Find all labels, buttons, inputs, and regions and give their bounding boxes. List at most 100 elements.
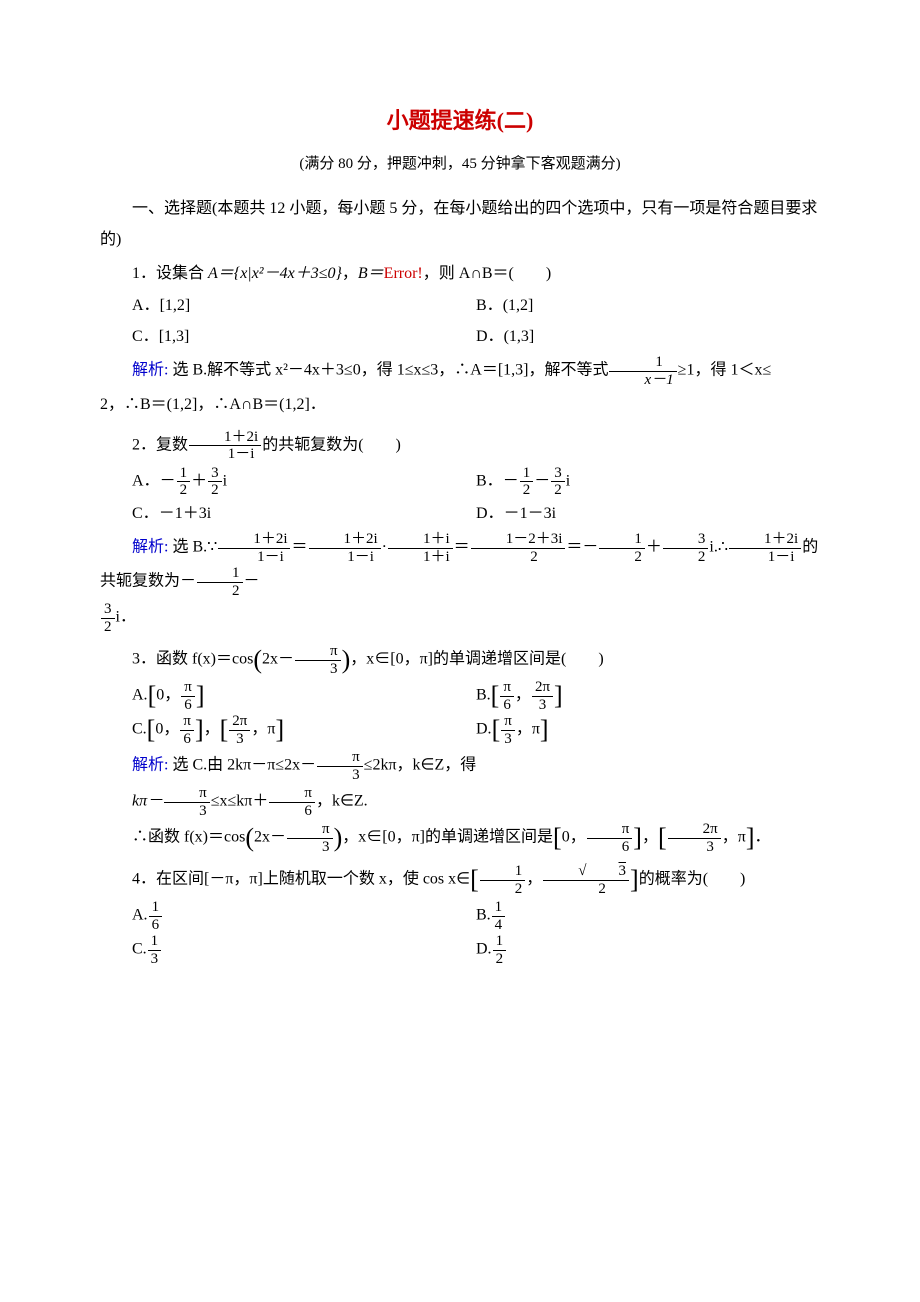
q3C-p2f: 2π3 <box>229 713 250 747</box>
q2A-pre: － <box>160 472 176 489</box>
q3-opt-A: A.[0，π6] <box>132 679 476 713</box>
frac-den: 3 <box>148 951 162 968</box>
q2s-end: i． <box>116 609 136 626</box>
q1-sol-p1b: ≥1，得 1＜x≤ <box>678 362 772 379</box>
frac-den: 3 <box>532 697 553 714</box>
q1-opt-D-val: (1,3] <box>504 328 535 345</box>
q1-opt-D: D．(1,3] <box>476 322 820 352</box>
q2A-f2: 32 <box>208 465 222 499</box>
q2B-pre: － <box>503 472 519 489</box>
q2-opt-A: A．－12＋32i <box>132 465 476 499</box>
q2s-i1: i.∴ <box>709 539 728 556</box>
frac-den: 6 <box>181 697 195 714</box>
q1-num: 1 <box>132 265 140 282</box>
q2-solution: 解析: 选 B.∵1＋2i1－i＝1＋2i1－i·1＋i1＋i＝1－2＋3i2＝… <box>100 531 820 599</box>
rbrack-icon: ] <box>630 865 639 894</box>
rbrack-icon: ] <box>275 715 284 744</box>
q2-num: 2 <box>132 436 140 453</box>
rbrack-icon: ] <box>540 715 549 744</box>
q2s-eq1: ＝ <box>291 539 307 556</box>
frac-num: π <box>181 679 195 697</box>
question-1: 1．设集合 A＝{x|x²－4x＋3≤0}，B＝Error!，则 A∩B＝( ) <box>100 259 820 289</box>
frac-num: 3 <box>663 531 709 549</box>
q3A-l: 0， <box>156 687 180 704</box>
q3B-f1: π6 <box>500 679 514 713</box>
q3C-p1l: 0， <box>155 721 179 738</box>
section-heading: 一、选择题(本题共 12 小题，每小题 5 分，在每小题给出的四个选项中，只有一… <box>100 194 820 255</box>
frac-den: x－1 <box>609 372 676 389</box>
q2B-mid: － <box>534 472 550 489</box>
frac-den: 2 <box>177 482 191 499</box>
q3-inner-f: π3 <box>295 643 341 677</box>
q3-solution-l2: kπ－π3≤x≤kπ＋π6，k∈Z. <box>100 785 820 819</box>
question-2: 2．复数1＋2i1－i的共轭复数为( ) <box>100 429 820 463</box>
q4-num: 4 <box>132 871 140 888</box>
q1-options: A．[1,2] B．(1,2] C．[1,3] D．(1,3] <box>100 291 820 352</box>
q3s3if: π3 <box>287 821 333 855</box>
page-subtitle: (满分 80 分，押题冲刺，45 分钟拿下客观题满分) <box>100 150 820 179</box>
rbrack-icon: ] <box>195 715 204 744</box>
q1-opt-A: A．[1,2] <box>132 291 476 321</box>
q3s2a: kπ－ <box>132 793 163 810</box>
q4-opt-C: C.13 <box>132 933 476 967</box>
frac-num: 3 <box>551 465 565 483</box>
frac-num: π <box>500 679 514 697</box>
q3-options: A.[0，π6] B.[π6，2π3] C.[0，π6]，[2π3，π] D.[… <box>100 679 820 747</box>
q1-opt-B-val: (1,2] <box>503 297 534 314</box>
q1-sol-p2: 2，∴B＝(1,2]，∴A∩B＝(1,2]． <box>100 396 326 413</box>
q3s3i1l: 0， <box>562 829 586 846</box>
frac-num: π <box>587 821 633 839</box>
q2s-dot: · <box>382 539 387 556</box>
q3D-r: ，π <box>516 721 540 738</box>
lbrack-icon: [ <box>220 715 229 744</box>
frac-den: 3 <box>229 731 250 748</box>
lparen-icon: ( <box>245 823 254 852</box>
frac-num: 1＋2i <box>189 429 261 447</box>
frac-den: 2 <box>197 583 243 600</box>
q2-opt-C: C．－1＋3i <box>132 499 476 529</box>
q4B-f: 14 <box>492 899 506 933</box>
frac-den: 1＋i <box>388 549 453 566</box>
frac-den: 2 <box>551 482 565 499</box>
q3s1f: π3 <box>317 749 363 783</box>
page-title: 小题提速练(二) <box>100 100 820 142</box>
q2s-f1: 1＋2i1－i <box>218 531 290 565</box>
q2-options: A．－12＋32i B．－12－32i C．－1＋3i D．－1－3i <box>100 465 820 529</box>
frac-den: 3 <box>317 767 363 784</box>
q4-pre: ．在区间[－π，π]上随机取一个数 x，使 cos x∈ <box>140 871 470 888</box>
q3s2b: ≤x≤kπ＋ <box>211 793 269 810</box>
q1-opt-B: B．(1,2] <box>476 291 820 321</box>
frac-num: 1 <box>149 899 163 917</box>
frac-num: 1 <box>609 354 676 372</box>
q3C-p2r: ，π <box>251 721 275 738</box>
frac-num: 1 <box>177 465 191 483</box>
frac-den: 2 <box>599 549 645 566</box>
q2-post: 的共轭复数为( ) <box>262 436 401 453</box>
q1-solution: 解析: 选 B.解不等式 x²－4x＋3≤0，得 1≤x≤3，∴A＝[1,3]，… <box>100 354 820 388</box>
frac-den: 1－i <box>189 446 261 463</box>
q2s-plus: ＋ <box>646 539 662 556</box>
q3C-p1f: π6 <box>180 713 194 747</box>
q1-opt-C-val: [1,3] <box>159 328 190 345</box>
frac-den: 4 <box>492 917 506 934</box>
frac-num: 2π <box>668 821 721 839</box>
q4-opt-D: D.12 <box>476 933 820 967</box>
frac-den: 6 <box>180 731 194 748</box>
q1-opt-A-val: [1,2] <box>160 297 191 314</box>
q1-setA: A＝{x|x²－4x＋3≤0} <box>208 265 342 282</box>
page-container: 小题提速练(二) (满分 80 分，押题冲刺，45 分钟拿下客观题满分) 一、选… <box>0 0 920 1302</box>
frac-num: 1 <box>599 531 645 549</box>
frac-den: 6 <box>149 917 163 934</box>
q3s2c: ，k∈Z. <box>316 793 368 810</box>
q3-opt-C: C.[0，π6]，[2π3，π] <box>132 713 476 747</box>
q4-f1: 12 <box>480 863 526 897</box>
q4C-f: 13 <box>148 933 162 967</box>
frac-den: 3 <box>164 803 210 820</box>
q4A-f: 16 <box>149 899 163 933</box>
frac-num: 1 <box>492 899 506 917</box>
q3-num: 3 <box>132 651 140 668</box>
q3-pre: ．函数 f(x)＝cos <box>140 651 253 668</box>
q2s-f7: 1＋2i1－i <box>729 531 801 565</box>
q2s-eq2: ＝ <box>454 539 470 556</box>
frac-den: 2 <box>480 881 526 898</box>
